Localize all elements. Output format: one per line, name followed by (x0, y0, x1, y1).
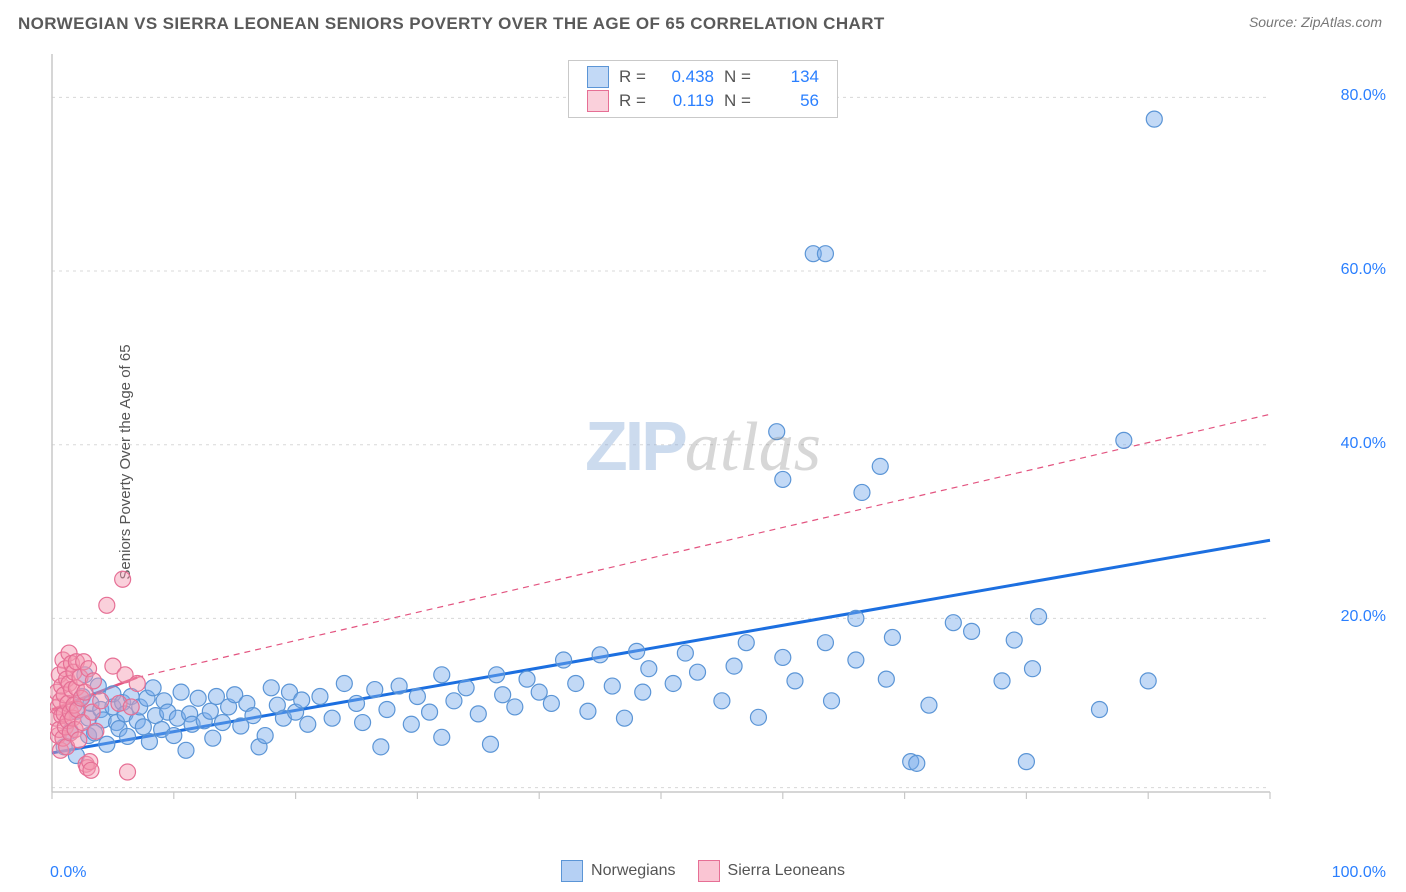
chart-container: Seniors Poverty Over the Age of 65 ZIPat… (0, 42, 1406, 882)
legend-label: Sierra Leoneans (728, 862, 845, 880)
legend-swatch (698, 860, 720, 882)
legend-row: R =0.119N =56 (569, 89, 837, 113)
y-tick-label: 60.0% (1341, 261, 1386, 279)
legend-row: R =0.438N =134 (569, 65, 837, 89)
y-tick-label: 20.0% (1341, 608, 1386, 626)
source-credit: Source: ZipAtlas.com (1249, 14, 1382, 30)
legend-swatch (561, 860, 583, 882)
legend-item: Norwegians (561, 860, 675, 882)
series-legend: Norwegians Sierra Leoneans (0, 860, 1406, 882)
chart-header: NORWEGIAN VS SIERRA LEONEAN SENIORS POVE… (0, 0, 1406, 42)
scatter-plot (50, 52, 1330, 822)
legend-swatch (587, 90, 609, 112)
chart-title: NORWEGIAN VS SIERRA LEONEAN SENIORS POVE… (18, 14, 885, 34)
correlation-legend: R =0.438N =134R =0.119N =56 (568, 60, 838, 118)
x-tick-label: 100.0% (1332, 864, 1386, 882)
x-tick-label: 0.0% (50, 864, 86, 882)
legend-item: Sierra Leoneans (698, 860, 845, 882)
y-tick-label: 80.0% (1341, 87, 1386, 105)
y-tick-label: 40.0% (1341, 435, 1386, 453)
legend-swatch (587, 66, 609, 88)
legend-label: Norwegians (591, 862, 675, 880)
